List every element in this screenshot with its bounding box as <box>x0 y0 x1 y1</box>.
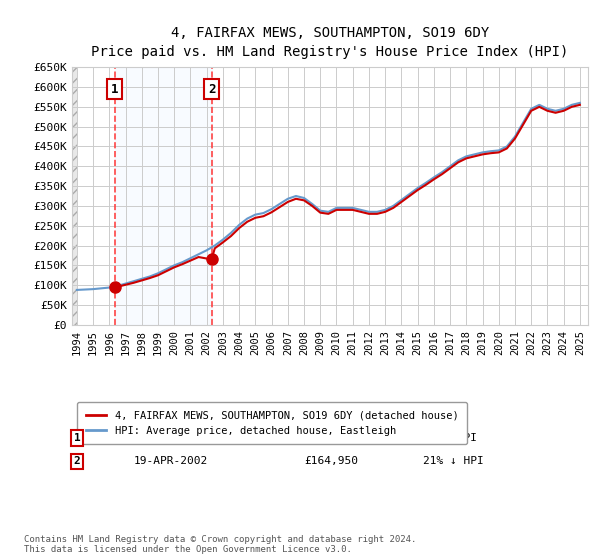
Text: 5% ↓ HPI: 5% ↓ HPI <box>423 433 477 443</box>
Text: 1: 1 <box>74 433 80 443</box>
Text: £95,000: £95,000 <box>304 433 352 443</box>
Title: 4, FAIRFAX MEWS, SOUTHAMPTON, SO19 6DY
Price paid vs. HM Land Registry's House P: 4, FAIRFAX MEWS, SOUTHAMPTON, SO19 6DY P… <box>91 26 569 59</box>
Text: 1: 1 <box>111 82 119 96</box>
Bar <box>44 67 77 325</box>
Text: 2: 2 <box>74 456 80 466</box>
Text: 2: 2 <box>208 82 215 96</box>
Text: 09-MAY-1996: 09-MAY-1996 <box>134 433 208 443</box>
Text: Contains HM Land Registry data © Crown copyright and database right 2024.
This d: Contains HM Land Registry data © Crown c… <box>24 535 416 554</box>
Text: 21% ↓ HPI: 21% ↓ HPI <box>423 456 484 466</box>
Bar <box>115 67 212 325</box>
Text: £164,950: £164,950 <box>304 456 358 466</box>
Text: 19-APR-2002: 19-APR-2002 <box>134 456 208 466</box>
Legend: 4, FAIRFAX MEWS, SOUTHAMPTON, SO19 6DY (detached house), HPI: Average price, det: 4, FAIRFAX MEWS, SOUTHAMPTON, SO19 6DY (… <box>77 402 467 444</box>
